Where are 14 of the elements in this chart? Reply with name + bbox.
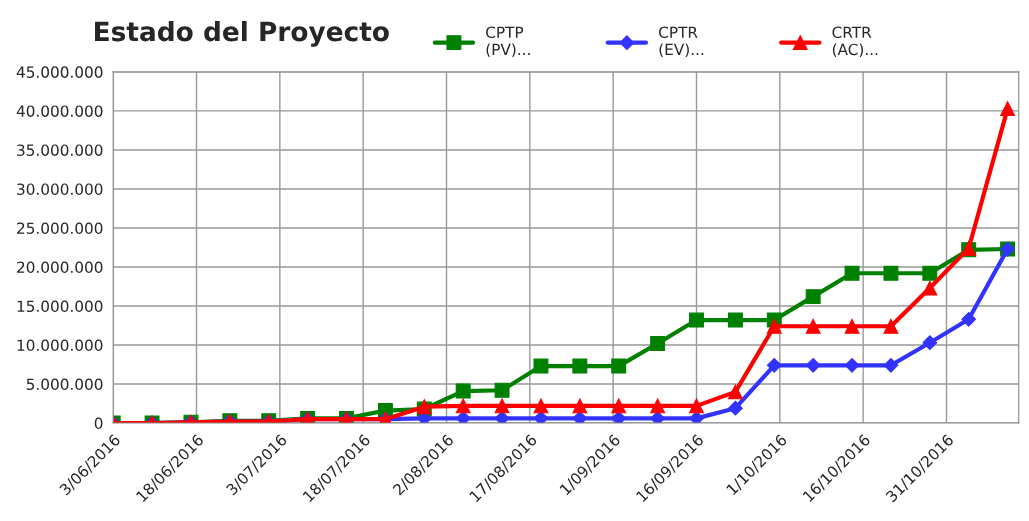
y-tick-label: 0 (94, 417, 103, 430)
legend-label: CRTR (AC)... (832, 26, 878, 57)
y-tick-label: 35.000.000 (17, 144, 103, 156)
y-tick-label: 40.000.000 (16, 105, 103, 117)
legend-label: CPTR (EV)... (659, 26, 704, 57)
legend-label: CPTP (PV)... (486, 26, 530, 57)
y-tick-label: 15.000.000 (17, 300, 103, 313)
y-tick-label: 5.000.000 (26, 378, 103, 391)
y-tick-label: 30.000.000 (17, 183, 103, 195)
y-tick-label: 45.000.000 (16, 66, 103, 78)
y-tick-label: 10.000.000 (17, 339, 103, 352)
y-tick-label: 25.000.000 (17, 222, 103, 234)
chart-title: Estado del Proyecto (95, 20, 389, 47)
y-tick-label: 20.000.000 (17, 261, 103, 274)
